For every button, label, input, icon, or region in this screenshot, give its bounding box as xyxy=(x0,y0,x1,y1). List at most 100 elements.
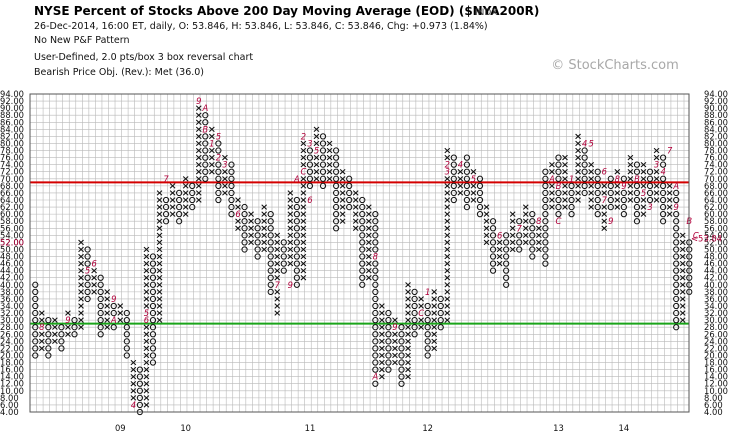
o-mark xyxy=(476,203,484,211)
x-mark xyxy=(326,154,333,161)
o-mark xyxy=(673,260,680,267)
x-mark xyxy=(601,190,608,196)
x-mark xyxy=(588,204,595,210)
x-mark xyxy=(65,331,71,337)
x-mark xyxy=(222,183,228,189)
x-mark xyxy=(470,183,477,189)
o-mark xyxy=(489,260,497,267)
o-mark xyxy=(306,154,314,161)
o-mark xyxy=(241,239,248,246)
x-mark xyxy=(588,176,595,182)
o-mark xyxy=(293,196,300,204)
o-mark xyxy=(594,203,601,211)
o-mark xyxy=(202,168,209,175)
x-mark xyxy=(431,310,438,316)
x-mark xyxy=(300,197,307,203)
x-mark xyxy=(365,267,372,274)
x-mark xyxy=(679,317,686,323)
o-mark xyxy=(542,218,549,225)
o-mark xyxy=(594,182,601,190)
o-mark xyxy=(372,246,379,253)
x-mark xyxy=(300,190,307,196)
o-mark xyxy=(32,317,39,324)
x-axis: 09 10 11 12 13 14 xyxy=(115,423,629,433)
y-tick-label-left: 82.00 xyxy=(0,131,24,141)
y-tick-label-right: 90.00 xyxy=(704,103,728,113)
o-mark xyxy=(359,281,366,288)
o-mark xyxy=(215,140,222,147)
x-mark xyxy=(300,232,307,239)
x-mark xyxy=(365,275,372,281)
o-mark xyxy=(411,295,418,303)
o-mark xyxy=(660,211,667,218)
y-tick-label-right: 62.00 xyxy=(704,202,728,212)
x-mark xyxy=(640,197,647,203)
x-mark xyxy=(627,161,634,168)
o-mark xyxy=(97,324,104,331)
o-mark xyxy=(555,175,562,182)
month-marker: 6 xyxy=(602,167,607,177)
o-mark xyxy=(97,309,104,317)
month-marker: 3 xyxy=(445,167,450,177)
x-mark xyxy=(588,169,595,175)
x-mark xyxy=(588,161,595,168)
x-mark xyxy=(562,204,568,210)
chart-title: NYSE Percent of Stocks Above 200 Day Mov… xyxy=(34,4,539,18)
x-mark xyxy=(365,239,372,246)
x-mark xyxy=(509,218,516,224)
o-mark xyxy=(293,267,300,274)
x-mark xyxy=(156,190,163,196)
o-mark xyxy=(476,211,484,218)
o-mark xyxy=(372,225,379,232)
o-mark xyxy=(633,182,641,190)
x-mark xyxy=(156,267,163,274)
x-mark xyxy=(444,232,451,239)
o-mark xyxy=(450,161,457,168)
x-mark xyxy=(104,324,111,330)
y-tick-label-right: 82.00 xyxy=(704,131,728,141)
y-tick-label-left: 10.00 xyxy=(0,386,24,396)
o-mark xyxy=(503,281,510,288)
x-mark xyxy=(274,303,281,309)
y-tick-label-right: 18.00 xyxy=(704,358,728,368)
y-tick-label-right: 30.00 xyxy=(704,315,728,325)
x-mark xyxy=(248,239,254,246)
o-mark xyxy=(228,203,235,211)
x-mark xyxy=(379,310,385,316)
o-mark xyxy=(555,154,562,161)
o-mark xyxy=(267,267,274,274)
x-mark xyxy=(627,154,634,161)
x-mark xyxy=(143,402,150,408)
o-mark xyxy=(32,309,39,317)
x-mark xyxy=(679,232,686,239)
o-mark xyxy=(306,147,314,154)
o-mark xyxy=(97,281,104,288)
y-tick-label-left: 80.00 xyxy=(0,138,24,148)
x-mark xyxy=(156,296,163,302)
o-mark xyxy=(333,218,340,225)
o-mark xyxy=(176,218,183,225)
x-mark xyxy=(405,303,411,309)
o-mark xyxy=(542,253,549,260)
o-mark xyxy=(176,203,183,211)
x-mark xyxy=(627,197,634,203)
o-mark xyxy=(516,218,523,225)
x-mark xyxy=(38,331,45,337)
x-mark xyxy=(392,345,398,352)
x-mark xyxy=(509,225,516,231)
month-marker: A xyxy=(110,315,117,325)
y-tick-label-left: 60.00 xyxy=(0,209,24,219)
o-mark xyxy=(424,345,431,352)
y-tick-label-right: 84.00 xyxy=(704,124,728,134)
x-mark xyxy=(78,289,84,295)
y-tick-label-left: 44.00 xyxy=(0,266,24,276)
x-mark xyxy=(601,225,608,231)
month-marker: 9 xyxy=(65,315,70,325)
x-mark xyxy=(379,331,385,337)
x-mark xyxy=(130,388,137,394)
o-mark xyxy=(84,246,91,253)
o-mark xyxy=(58,331,65,338)
o-mark xyxy=(176,196,183,204)
o-mark xyxy=(84,274,91,281)
o-mark xyxy=(437,317,444,324)
